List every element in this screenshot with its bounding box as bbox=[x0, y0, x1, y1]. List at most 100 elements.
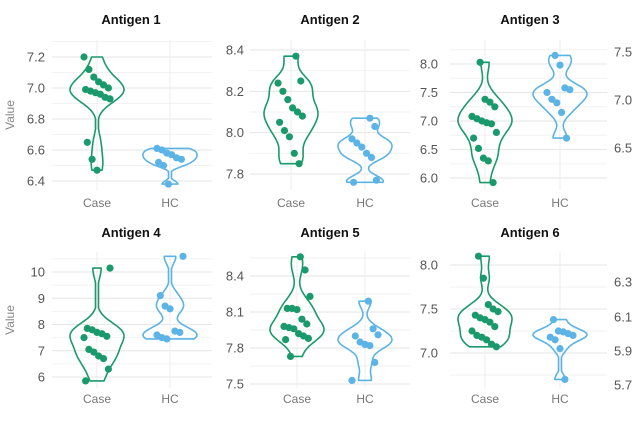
y-tick-label: 6.8 bbox=[27, 112, 45, 127]
gridlines bbox=[450, 252, 607, 388]
violin-case bbox=[269, 256, 325, 358]
right-y-tick-label: 5.9 bbox=[614, 344, 632, 359]
data-point-case bbox=[289, 104, 297, 112]
x-category-label: Case bbox=[471, 392, 499, 406]
data-point-case bbox=[290, 325, 298, 333]
gridlines bbox=[52, 40, 212, 190]
panel-title: Antigen 3 bbox=[500, 12, 559, 27]
x-category-label: Case bbox=[83, 392, 111, 406]
panel-title: Antigen 5 bbox=[300, 225, 359, 240]
data-point-hc bbox=[367, 153, 376, 162]
data-point-case bbox=[489, 179, 497, 187]
x-category-label: Case bbox=[83, 196, 111, 210]
data-point-case bbox=[274, 79, 282, 87]
data-point-hc bbox=[374, 331, 382, 339]
data-point-case bbox=[80, 53, 88, 61]
data-point-case bbox=[292, 52, 300, 60]
violin-hc bbox=[337, 117, 393, 184]
data-point-hc bbox=[371, 358, 379, 366]
y-tick-label: 6 bbox=[38, 370, 45, 385]
data-point-case bbox=[282, 336, 290, 344]
data-point-hc bbox=[364, 297, 372, 305]
x-category-label: Case bbox=[277, 196, 305, 210]
x-category-label: HC bbox=[161, 196, 179, 210]
y-tick-label: 8.0 bbox=[420, 258, 438, 273]
data-point-case bbox=[82, 377, 90, 385]
data-point-hc bbox=[177, 155, 185, 163]
panel-2: Antigen 2 7.8 8.0 8.2 8.4 Case HC bbox=[226, 12, 410, 210]
data-point-case bbox=[483, 336, 491, 344]
data-point-hc bbox=[372, 176, 380, 184]
y-tick-label: 7.5 bbox=[420, 302, 438, 317]
data-point-hc bbox=[366, 114, 374, 122]
right-y-tick-label: 6.1 bbox=[614, 310, 632, 325]
data-point-hc bbox=[156, 292, 164, 300]
panel-3: Antigen 3 6.0 6.5 7.0 7.5 8.0 7.5 7.0 6.5 Case HC bbox=[420, 12, 632, 210]
data-point-hc bbox=[551, 336, 559, 344]
data-point-case bbox=[304, 334, 312, 342]
panel-title: Antigen 2 bbox=[300, 12, 359, 27]
data-point-case bbox=[104, 365, 112, 373]
panel-title: Antigen 4 bbox=[101, 225, 161, 240]
data-point-case bbox=[474, 252, 483, 260]
y-tick-label: 8.4 bbox=[226, 43, 244, 58]
data-point-case bbox=[295, 160, 303, 168]
data-point-case bbox=[476, 58, 484, 66]
data-point-hc bbox=[366, 342, 374, 350]
data-point-case bbox=[297, 77, 305, 85]
data-point-case bbox=[303, 320, 311, 328]
data-point-hc bbox=[358, 143, 366, 151]
data-point-case bbox=[279, 87, 287, 95]
data-point-case bbox=[104, 84, 112, 92]
data-point-hc bbox=[569, 331, 577, 339]
data-point-case bbox=[90, 348, 98, 356]
data-point-case bbox=[99, 355, 108, 363]
panel-6: Antigen 6 7.0 7.5 8.0 6.3 6.1 5.9 5.7 Case HC bbox=[420, 225, 632, 406]
data-point-hc bbox=[348, 376, 356, 384]
violin-case bbox=[263, 55, 319, 165]
data-point-case bbox=[487, 120, 496, 128]
y-tick-label: 8 bbox=[38, 317, 45, 332]
violin-hc bbox=[142, 147, 198, 185]
data-point-case bbox=[492, 128, 500, 136]
data-point-hc bbox=[543, 88, 551, 97]
y-tick-label: 7.0 bbox=[420, 346, 438, 361]
data-point-case bbox=[90, 73, 98, 81]
data-point-hc bbox=[353, 139, 361, 147]
y-tick-label: 7.0 bbox=[420, 114, 438, 129]
y-tick-label: 8.1 bbox=[226, 305, 244, 320]
y-tick-label: 6.0 bbox=[420, 171, 438, 186]
data-point-hc bbox=[566, 86, 574, 94]
x-category-label: HC bbox=[161, 392, 179, 406]
data-point-hc bbox=[371, 122, 379, 131]
x-category-label: HC bbox=[551, 196, 569, 210]
data-point-case bbox=[491, 103, 499, 111]
data-point-hc bbox=[351, 332, 359, 340]
y-tick-label: 7.8 bbox=[226, 167, 244, 182]
gridlines bbox=[250, 40, 410, 190]
data-point-case bbox=[468, 327, 476, 335]
y-tick-label: 7.5 bbox=[226, 377, 244, 392]
data-point-hc bbox=[179, 252, 187, 260]
data-point-case bbox=[290, 149, 298, 157]
data-point-case bbox=[280, 127, 289, 135]
data-point-hc bbox=[176, 328, 184, 336]
data-point-hc bbox=[363, 149, 371, 157]
data-point-case bbox=[491, 323, 499, 331]
x-category-label: HC bbox=[356, 392, 374, 406]
y-tick-label: 8.2 bbox=[226, 84, 244, 99]
right-y-tick-label: 7.5 bbox=[614, 45, 632, 60]
x-category-label: HC bbox=[551, 392, 569, 406]
violin-hc bbox=[142, 255, 198, 340]
panel-4: Antigen 4 6 7 8 9 10 Value Case HC bbox=[3, 225, 212, 406]
data-point-hc bbox=[166, 305, 174, 313]
right-y-tick-label: 7.0 bbox=[614, 93, 632, 108]
violin-hc bbox=[337, 300, 393, 382]
data-point-case bbox=[293, 108, 302, 116]
data-point-case bbox=[306, 292, 314, 300]
y-tick-label: 7.5 bbox=[420, 85, 438, 100]
data-point-hc bbox=[556, 61, 564, 69]
panel-title: Antigen 1 bbox=[101, 12, 160, 27]
violin-case bbox=[69, 267, 125, 382]
